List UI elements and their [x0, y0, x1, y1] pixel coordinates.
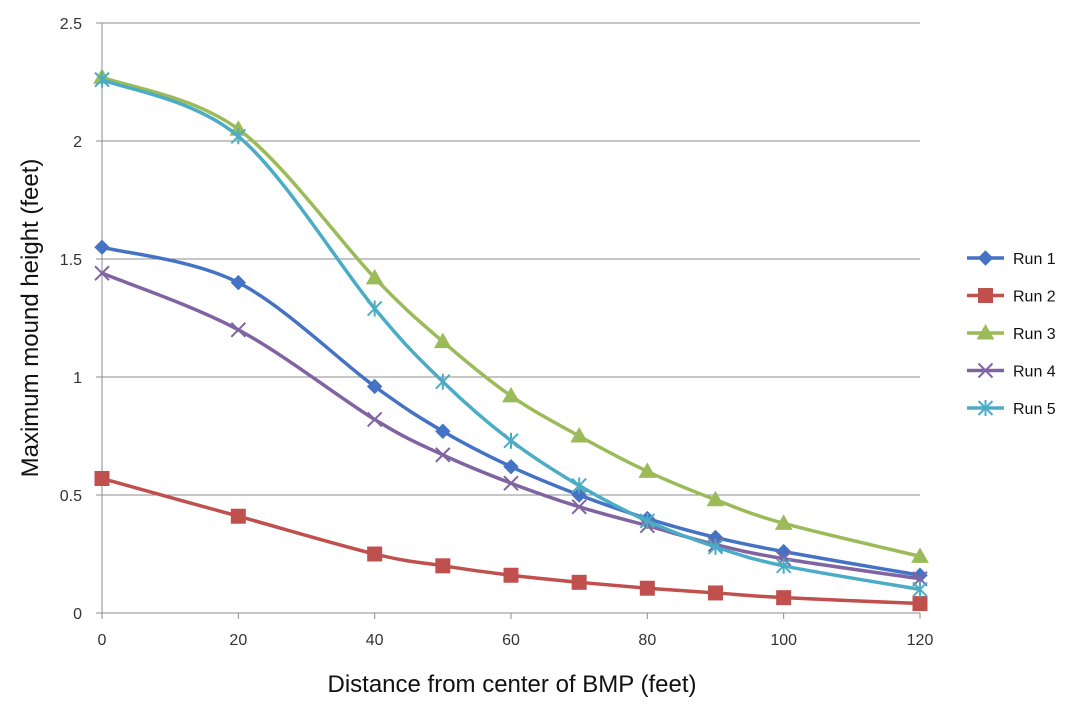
legend-entry: Run 1 — [967, 250, 1056, 268]
x-tick-label: 120 — [907, 632, 934, 649]
data-point — [571, 487, 587, 503]
data-point — [230, 508, 246, 524]
series-lines — [93, 68, 929, 612]
data-point — [366, 411, 383, 428]
y-tick-label: 2 — [73, 134, 82, 151]
data-point — [911, 547, 929, 563]
series-line — [101, 271, 921, 581]
data-point — [503, 567, 519, 583]
series-run-3 — [93, 68, 929, 563]
legend-entry: Run 2 — [967, 288, 1056, 306]
legend-label: Run 5 — [1013, 401, 1056, 418]
data-point — [230, 322, 247, 338]
y-tick-label: 2.5 — [60, 16, 82, 33]
data-point — [912, 596, 928, 612]
data-point — [571, 477, 587, 494]
data-point — [366, 300, 383, 317]
data-point — [639, 512, 656, 529]
data-point — [775, 557, 792, 574]
series-line — [101, 245, 921, 577]
data-point — [94, 239, 110, 255]
series-run-5 — [94, 71, 928, 598]
data-point — [94, 265, 110, 281]
axes — [96, 22, 921, 619]
data-point — [503, 475, 519, 491]
x-tick-label: 100 — [770, 632, 797, 649]
legend-label: Run 3 — [1013, 326, 1056, 343]
data-point — [366, 378, 383, 395]
legend: Run 1 Run 2 Run 3 Run 4 Run 5 — [967, 250, 1056, 418]
series-run-2 — [94, 470, 928, 612]
y-tick-label: 1.5 — [60, 252, 82, 269]
series-run-1 — [94, 239, 928, 583]
y-tick-label: 0 — [73, 606, 82, 623]
x-axis-title: Distance from center of BMP (feet) — [327, 671, 696, 698]
data-point — [94, 71, 110, 88]
y-tick-label: 1 — [73, 370, 82, 387]
data-point — [502, 386, 520, 403]
data-point — [230, 274, 247, 291]
data-point — [776, 590, 792, 606]
data-point — [571, 499, 587, 515]
data-point — [639, 580, 655, 596]
data-point — [365, 268, 384, 285]
legend-label: Run 2 — [1013, 289, 1056, 306]
x-tick-label: 60 — [502, 632, 520, 649]
gridlines — [102, 22, 920, 496]
data-point — [94, 470, 110, 486]
data-point — [435, 373, 451, 390]
legend-label: Run 1 — [1013, 251, 1056, 268]
data-point — [638, 462, 657, 478]
legend-marker — [977, 400, 994, 416]
data-point — [912, 581, 928, 598]
data-point — [503, 458, 519, 475]
legend-marker — [977, 250, 994, 266]
tick-labels: 0 0.5 1 1.5 2 2.5 0 20 40 60 80 100 120 — [60, 16, 934, 649]
data-point — [435, 447, 451, 463]
legend-entry: Run 3 — [967, 323, 1056, 343]
data-point — [503, 432, 519, 449]
y-axis-title: Maximum mound height (feet) — [17, 159, 44, 478]
x-tick-label: 0 — [98, 632, 107, 649]
x-tick-label: 20 — [229, 632, 247, 649]
data-point — [230, 128, 247, 145]
x-tick-label: 80 — [638, 632, 656, 649]
data-point — [774, 514, 793, 530]
legend-marker — [976, 323, 995, 340]
data-point — [707, 538, 724, 555]
series-line — [101, 476, 921, 606]
legend-marker — [978, 288, 993, 303]
data-point — [435, 423, 451, 439]
x-tick-label: 40 — [366, 632, 384, 649]
data-point — [708, 585, 723, 601]
data-point — [367, 546, 383, 562]
legend-marker — [977, 362, 994, 379]
data-point — [706, 490, 725, 507]
y-tick-label: 0.5 — [60, 488, 82, 505]
legend-label: Run 4 — [1013, 364, 1056, 381]
legend-entry: Run 4 — [967, 362, 1056, 381]
data-point — [571, 574, 587, 590]
series-run-4 — [94, 265, 928, 587]
data-point — [435, 558, 451, 574]
legend-entry: Run 5 — [967, 400, 1056, 418]
data-point — [570, 426, 589, 443]
data-point — [433, 332, 452, 349]
